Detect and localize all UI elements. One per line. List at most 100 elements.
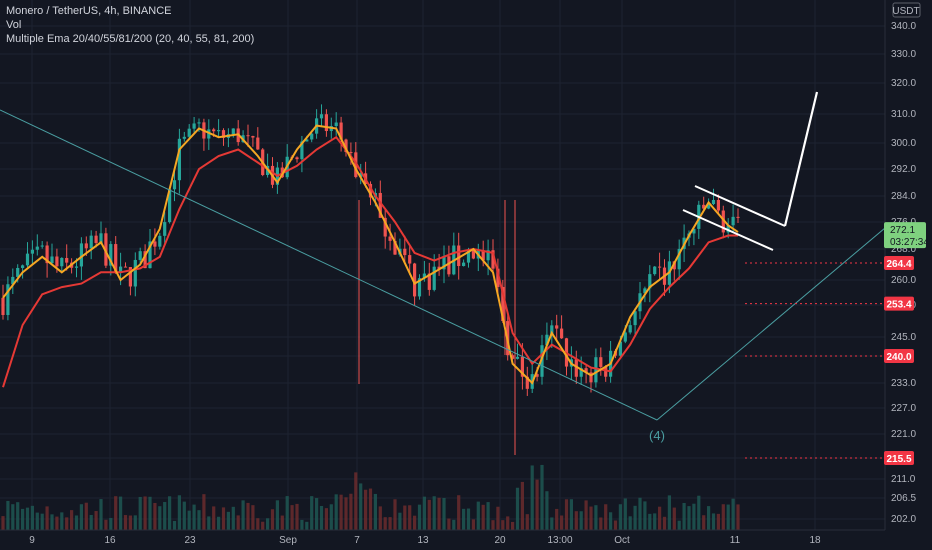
candle-body [442, 256, 446, 270]
ema-indicator-label[interactable]: Multiple Ema 20/40/55/81/200 (20, 40, 55… [6, 33, 255, 45]
volume-bar [310, 496, 314, 530]
candle-body [197, 122, 201, 124]
volume-bar [672, 507, 676, 530]
candle-body [153, 241, 157, 247]
wave-label: (4) [649, 428, 665, 443]
volume-bar [30, 505, 34, 530]
volume-indicator-label[interactable]: Vol [6, 19, 22, 31]
volume-bar [182, 501, 186, 530]
volume-bar [511, 521, 515, 530]
price-axis[interactable]: USDT 340.0 330.0 320.0 310.0 300.0 292.0 284.0 2… [884, 0, 929, 530]
candle-body [212, 129, 216, 132]
candle-body [594, 357, 598, 383]
candle-body [65, 257, 69, 263]
chart-legend: Monero / TetherUS, 4h, BINANCE Vol Multi… [6, 4, 254, 46]
candle-body [535, 374, 539, 377]
volume-bar [55, 516, 59, 530]
volume-bar [711, 513, 716, 530]
volume-bar [270, 509, 275, 530]
candle-body [560, 328, 564, 339]
candle-body [60, 257, 64, 267]
candle-body [246, 135, 250, 137]
volume-bar [172, 520, 177, 530]
volume-bar [398, 512, 402, 530]
volume-bar [545, 491, 549, 530]
volume-bar [653, 513, 657, 530]
candle-body [422, 273, 426, 279]
candle-body [677, 248, 681, 270]
volume-bar [123, 515, 128, 530]
volume-bar [604, 504, 608, 530]
volume-bar [506, 516, 510, 530]
volume-bar [177, 495, 181, 530]
volume-bar [677, 520, 681, 530]
volume-bar [339, 494, 343, 530]
volume-bar [192, 504, 196, 530]
volume-bar [491, 520, 495, 530]
price-tick: 227.0 [891, 403, 916, 414]
time-tick: Oct [614, 535, 630, 546]
candle-body [584, 368, 588, 373]
volume-bar [143, 496, 147, 530]
candle-body [388, 236, 392, 241]
time-axis[interactable]: 9 16 23 Sep 7 13 20 13:00 Oct 11 18 [0, 529, 885, 546]
candle-body [437, 266, 441, 270]
candle-body [104, 233, 108, 266]
candle-body [721, 210, 725, 233]
candle-body [349, 152, 353, 154]
candle-body [25, 253, 30, 266]
volume-bar [540, 464, 544, 530]
volume-bar [643, 501, 647, 530]
candle-body [589, 372, 593, 383]
candle-body [207, 129, 211, 139]
volume-bar [403, 505, 407, 530]
current-price-value: 272.1 [890, 225, 915, 236]
candle-body [618, 341, 622, 356]
projection-line [783, 91, 819, 227]
price-tick: 206.5 [891, 493, 916, 504]
volume-bar [168, 496, 172, 530]
candle-body [726, 225, 730, 233]
volume-bar [525, 514, 529, 530]
volume-bar [726, 504, 730, 530]
price-tick: 284.0 [891, 191, 916, 202]
volume-bar [618, 504, 622, 530]
time-tick: 13:00 [547, 535, 572, 546]
candle-body [555, 325, 559, 329]
currency-label: USDT [892, 6, 919, 17]
candle-body [256, 137, 260, 150]
symbol-title[interactable]: Monero / TetherUS, 4h, BINANCE [6, 5, 172, 17]
candle-body [89, 235, 93, 249]
volume-bar [74, 515, 79, 530]
volume-bar [667, 495, 671, 530]
price-level-tag [884, 451, 914, 465]
time-tick: 23 [184, 535, 196, 546]
candle-body [511, 355, 515, 359]
volume-bar [427, 499, 431, 530]
candle-body [30, 249, 34, 254]
trendline-up [656, 227, 886, 421]
volume-bar [628, 516, 632, 530]
candle-body [123, 266, 128, 268]
candle-body [109, 244, 113, 266]
candle-body [172, 180, 177, 190]
candle-body [300, 141, 304, 160]
candle-body [432, 266, 436, 290]
price-tick: 330.0 [891, 49, 916, 60]
volume-bar [579, 511, 583, 530]
candle-body [168, 189, 172, 223]
volume-bar [1, 516, 5, 530]
candle-body [403, 248, 407, 256]
candle-body [413, 263, 417, 297]
current-price-tag [884, 222, 926, 249]
volume-bar [442, 497, 446, 530]
volume-bar [334, 494, 338, 530]
price-tick: 260.0 [891, 275, 916, 286]
volume-bar [550, 517, 554, 530]
volume-bar [422, 496, 426, 530]
candle-body [658, 266, 662, 268]
volume-bar [70, 510, 74, 530]
candle-body [21, 265, 25, 268]
volume-bar [300, 519, 304, 530]
